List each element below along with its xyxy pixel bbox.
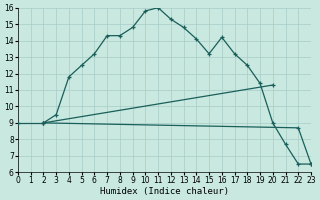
X-axis label: Humidex (Indice chaleur): Humidex (Indice chaleur): [100, 187, 229, 196]
